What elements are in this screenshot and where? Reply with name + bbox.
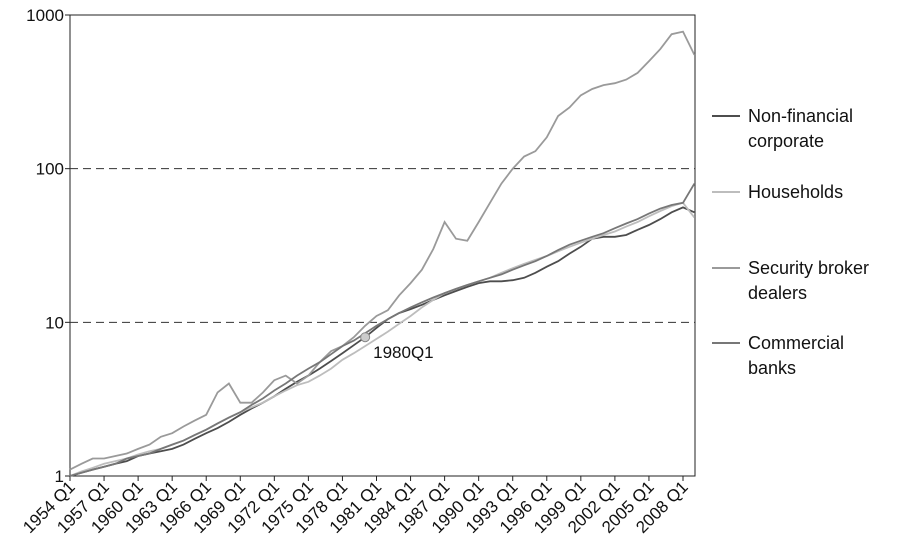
- legend-swatch: [712, 115, 740, 117]
- legend-swatch: [712, 267, 740, 269]
- legend-item: Commercial banks: [712, 331, 892, 381]
- legend-item: Security broker dealers: [712, 256, 892, 306]
- legend-swatch: [712, 191, 740, 193]
- legend-label: Non-financial corporate: [748, 106, 854, 151]
- series-line: [69, 183, 696, 477]
- legend-label: Households: [748, 182, 844, 202]
- annotation-label: 1980Q1: [373, 343, 434, 362]
- legend-item: Households: [712, 180, 892, 205]
- y-tick-label: 1000: [26, 6, 64, 25]
- legend-label: Security broker dealers: [748, 258, 870, 303]
- y-tick-label: 1: [55, 467, 64, 486]
- legend-label: Commercial banks: [748, 333, 845, 378]
- plot-frame: [69, 14, 696, 477]
- legend-item: Non-financial corporate: [712, 104, 892, 154]
- legend-swatch: [712, 342, 740, 344]
- annotation-marker: [360, 332, 371, 343]
- y-tick-label: 100: [36, 160, 64, 179]
- series-line: [69, 30, 696, 471]
- y-tick-label: 10: [45, 313, 64, 332]
